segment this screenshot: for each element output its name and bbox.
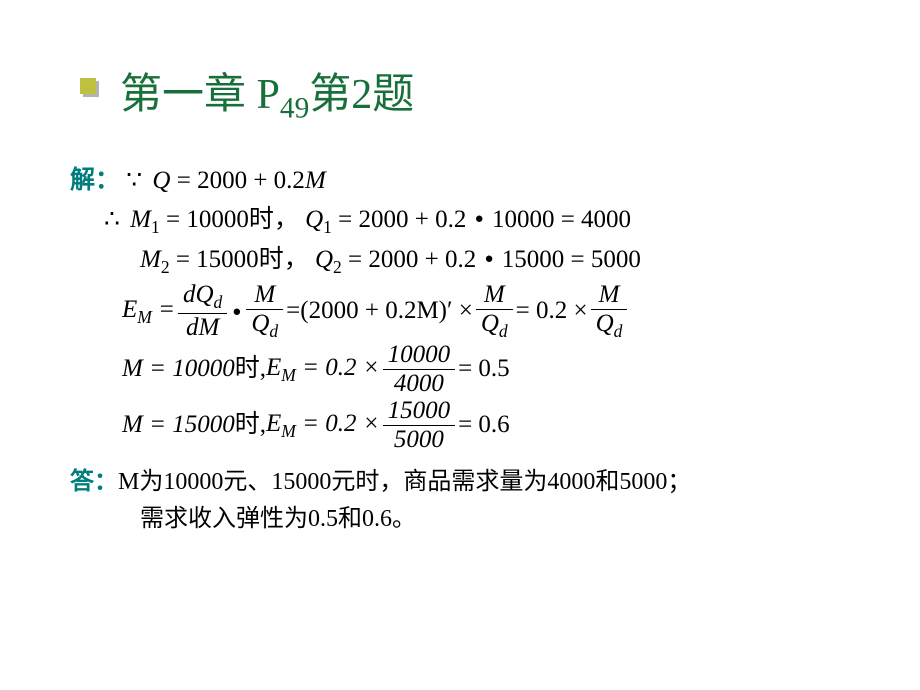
- m10-e: E: [266, 354, 281, 381]
- time2: 时，: [259, 246, 309, 273]
- frac-1: dQd dM: [178, 281, 227, 341]
- line-3: M2 = 15000时， Q2 = 2000 + 0.2 ● 15000 = 5…: [140, 241, 880, 281]
- m10-res: = 0.5: [458, 350, 510, 389]
- m10-eq: = 0.2 ×: [296, 354, 380, 381]
- frac-m15: 15000 5000: [383, 397, 456, 453]
- m15-eq: = 0.2 ×: [296, 410, 380, 437]
- m15-val: = 15000: [143, 411, 235, 438]
- line-m10: M = 10000 时, EM = 0.2 × 10000 4000 = 0.5: [122, 341, 880, 397]
- f3-den: Qd: [481, 310, 508, 337]
- m15-es: M: [281, 421, 296, 441]
- dot-icon: ●: [484, 250, 493, 267]
- m1-val: = 10000: [160, 206, 249, 233]
- f4-num: M: [591, 281, 628, 310]
- answer-line2: 需求收入弹性为0.5和0.6。: [140, 501, 880, 538]
- solution-label: 解：: [70, 166, 120, 194]
- f4-den: Qd: [596, 310, 623, 337]
- q2-eqb: 15000 = 5000: [496, 246, 641, 273]
- content: 解： ∵ Q = 2000 + 0.2M ∴ M1 = 10000时， Q1 =…: [70, 161, 880, 538]
- frac-m10: 10000 4000: [383, 341, 456, 397]
- m10-time: 时,: [235, 350, 266, 389]
- frac-4: M Qd: [591, 281, 628, 341]
- q2-sub: 2: [333, 257, 342, 277]
- m1-var: M: [130, 206, 151, 233]
- m15-time: 时,: [235, 406, 266, 445]
- answer1-text: M为10000元、15000元时，商品需求量为4000和5000；: [118, 469, 691, 495]
- m-var: M: [305, 167, 326, 194]
- q2-var: Q: [315, 246, 333, 273]
- m15-m: M: [122, 411, 143, 438]
- em-e: E: [122, 296, 137, 323]
- title-chapter: 第一章: [120, 72, 257, 118]
- dot-icon: ●: [232, 300, 241, 323]
- title-p: P: [257, 72, 280, 118]
- m15-e: E: [266, 410, 281, 437]
- title-row: 第一章 P49第2题: [120, 60, 880, 125]
- q1-var: Q: [305, 206, 323, 233]
- q2-eqa: = 2000 + 0.2: [342, 246, 483, 273]
- m15-num: 15000: [383, 397, 456, 426]
- m2-var: M: [140, 246, 161, 273]
- page-title: 第一章 P49第2题: [120, 72, 414, 118]
- frac-3: M Qd: [476, 281, 513, 341]
- time1: 时，: [249, 206, 299, 233]
- em-mid: (2000 + 0.2M)′ ×: [300, 292, 473, 331]
- m15-res: = 0.6: [458, 406, 510, 445]
- m10-den: 4000: [383, 370, 456, 398]
- because-sym: ∵: [126, 167, 142, 194]
- q1-sub: 1: [323, 217, 332, 237]
- m1-sub: 1: [151, 217, 160, 237]
- m10-num: 10000: [383, 341, 456, 370]
- m10-m: M: [122, 355, 143, 382]
- q1-eqb: 10000 = 4000: [486, 206, 631, 233]
- f3-num: M: [476, 281, 513, 310]
- therefore-sym: ∴: [104, 206, 126, 233]
- em-eq2: =: [286, 292, 300, 331]
- f2-den: Qd: [251, 310, 278, 337]
- em-02: = 0.2 ×: [516, 292, 588, 331]
- dot-icon: ●: [475, 210, 484, 227]
- line-1: 解： ∵ Q = 2000 + 0.2M: [70, 161, 880, 201]
- m10-es: M: [281, 365, 296, 385]
- em-eq1: =: [152, 296, 175, 323]
- f1-num: dQd: [183, 281, 222, 308]
- f1-den: dM: [178, 314, 227, 342]
- answer-line1: 答：M为10000元、15000元时，商品需求量为4000和5000；: [70, 463, 880, 501]
- m2-val: = 15000: [170, 246, 259, 273]
- m10-val: = 10000: [143, 355, 235, 382]
- eq1-part: = 2000 + 0.2: [170, 167, 304, 194]
- f2-num: M: [246, 281, 283, 310]
- em-e-sub: M: [137, 307, 152, 327]
- line-2: ∴ M1 = 10000时， Q1 = 2000 + 0.2 ● 10000 =…: [104, 201, 880, 241]
- q-var: Q: [152, 167, 170, 194]
- m2-sub: 2: [161, 257, 170, 277]
- line-em: EM = dQd dM ● M Qd = (2000 + 0.2M)′ × M …: [122, 281, 880, 341]
- line-m15: M = 15000 时, EM = 0.2 × 15000 5000 = 0.6: [122, 397, 880, 453]
- title-bullet-icon: [80, 78, 96, 94]
- frac-2: M Qd: [246, 281, 283, 341]
- q1-eqa: = 2000 + 0.2: [332, 206, 473, 233]
- answer-label: 答：: [70, 468, 118, 495]
- slide: 第一章 P49第2题 解： ∵ Q = 2000 + 0.2M ∴ M1 = 1…: [0, 0, 920, 690]
- m15-den: 5000: [383, 426, 456, 454]
- title-rest: 第2题: [309, 72, 414, 118]
- title-p-sub: 49: [280, 92, 309, 124]
